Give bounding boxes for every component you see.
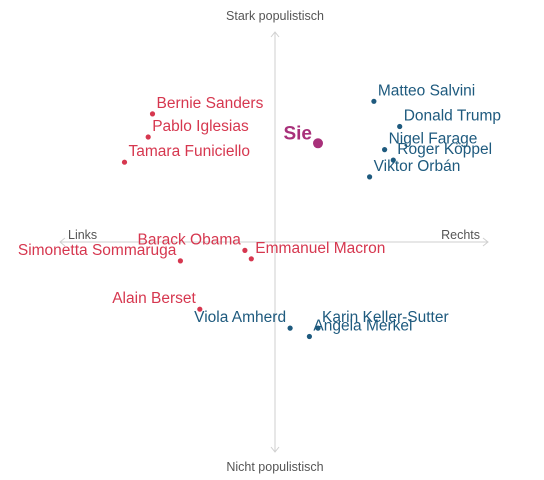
point-donald-trump — [397, 123, 403, 130]
point-pablo-iglesias — [145, 134, 151, 140]
label-karin-keller-sutter: Karin Keller-Sutter — [322, 309, 449, 326]
arrow-down-icon — [270, 446, 280, 453]
arrow-right-icon — [482, 237, 489, 247]
point-viktor-orban — [367, 174, 373, 180]
point-angela-merkel — [306, 333, 312, 340]
data-points: Bernie Sanders Pablo Iglesias Tamara Funic… — [18, 82, 501, 340]
label-tamara-funiciello: Tamara Funiciello — [129, 143, 250, 160]
point-emmanuel-macron — [248, 256, 254, 262]
point-tamara-funiciello — [121, 159, 128, 165]
label-angela-merkel: Angela Merkel — [313, 318, 412, 335]
label-donald-trump: Donald Trump — [404, 108, 501, 125]
point-matteo-salvini — [371, 98, 377, 104]
point-sie — [313, 138, 323, 149]
label-matteo-salvini: Matteo Salvini — [378, 82, 475, 99]
axis-label-left: Links — [68, 228, 97, 242]
label-simonetta-sommaruga: Simonetta Sommaruga — [18, 242, 177, 259]
label-barack-obama: Barack Obama — [138, 231, 242, 248]
point-barack-obama — [242, 247, 248, 253]
label-viktor-orban: Viktor Orbán — [374, 158, 461, 175]
point-bernie-sanders — [149, 111, 156, 117]
label-emmanuel-macron: Emmanuel Macron — [255, 240, 385, 257]
axis-label-right: Rechts — [441, 228, 480, 242]
label-roger-koppel: Roger Köppel — [397, 141, 492, 158]
point-viola-amherd — [287, 325, 293, 331]
axes — [59, 31, 489, 453]
point-roger-koppel — [390, 157, 396, 163]
label-sie: Sie — [283, 123, 312, 144]
label-pablo-iglesias: Pablo Iglesias — [152, 118, 249, 135]
arrow-left-icon — [59, 237, 66, 247]
label-alain-berset: Alain Berset — [112, 290, 196, 307]
point-alain-berset — [197, 306, 203, 312]
arrow-up-icon — [270, 31, 280, 38]
axis-label-bottom: Nicht populistisch — [226, 460, 323, 474]
label-bernie-sanders: Bernie Sanders — [157, 95, 264, 112]
point-karin-keller-sutter — [315, 325, 321, 331]
label-nigel-farage: Nigel Farage — [389, 131, 478, 148]
point-nigel-farage — [382, 147, 388, 153]
point-simonetta-sommaruga — [177, 258, 183, 264]
axis-label-top: Stark populistisch — [226, 9, 324, 23]
label-viola-amherd: Viola Amherd — [194, 309, 286, 326]
